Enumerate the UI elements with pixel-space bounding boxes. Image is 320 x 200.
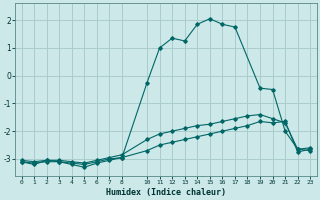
X-axis label: Humidex (Indice chaleur): Humidex (Indice chaleur) bbox=[106, 188, 226, 197]
